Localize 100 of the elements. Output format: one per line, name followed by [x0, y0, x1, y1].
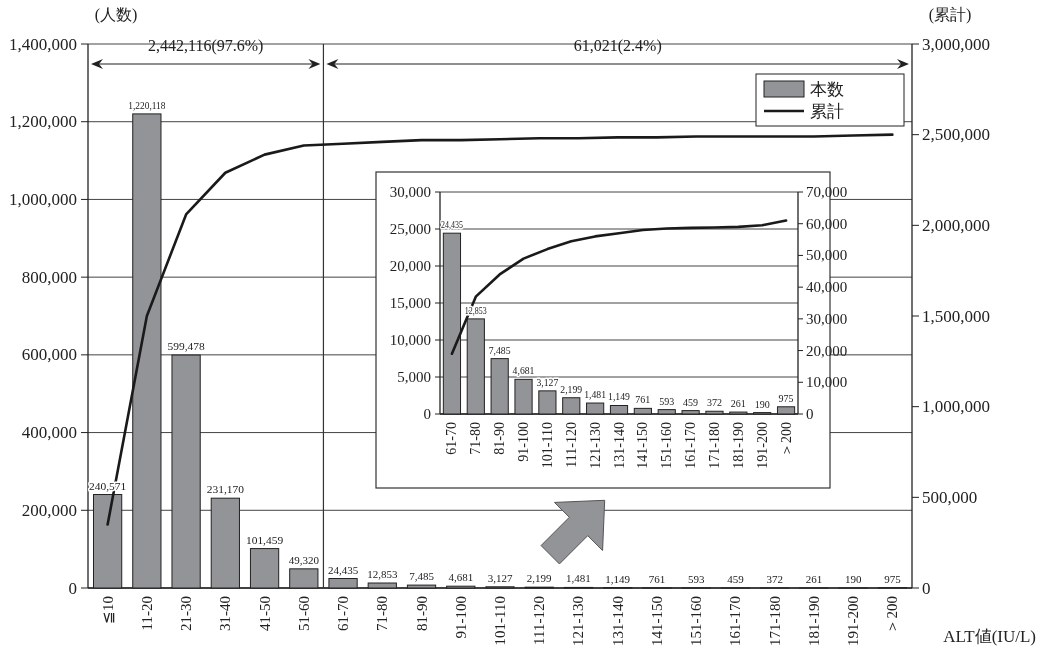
data-label: 2,199 — [526, 572, 553, 585]
x-tick-label: 51-60 — [295, 596, 312, 631]
x-tick-label: 131-140 — [609, 596, 626, 646]
y-tick-label: 600,000 — [21, 345, 77, 365]
data-label: 261 — [730, 398, 746, 410]
x-tick-label: 141-150 — [635, 422, 651, 469]
data-label: 3,127 — [487, 571, 513, 584]
y2-tick-label: 0 — [806, 406, 814, 422]
data-label: 49,320 — [288, 553, 320, 566]
data-label: 190 — [844, 572, 862, 585]
x-tick-label: 41-50 — [256, 596, 273, 631]
data-label: 101,459 — [245, 533, 284, 546]
y-tick-label: 30,000 — [389, 184, 431, 200]
x-tick-label: 151-160 — [659, 422, 675, 469]
x-tick-label: 191-200 — [845, 596, 862, 646]
y-tick-label: 400,000 — [21, 423, 77, 443]
data-label: 1,481 — [566, 572, 591, 585]
y2-tick-label: 2,000,000 — [922, 215, 990, 235]
x-tick-label: 71-80 — [468, 422, 484, 455]
data-label: 1,220,118 — [128, 98, 172, 111]
data-label: 7,485 — [488, 344, 512, 356]
y-tick-label: 0 — [423, 406, 431, 422]
x-tick-label: 31-40 — [217, 596, 234, 631]
y-tick-label: 5,000 — [397, 369, 431, 385]
x-tick-label: 91-100 — [452, 596, 469, 639]
y2-tick-label: 3,000,000 — [922, 34, 990, 54]
data-label: 975 — [778, 392, 794, 404]
x-tick-label: 111-120 — [531, 596, 548, 645]
x-tick-label: ≦10 — [99, 596, 116, 624]
x-tick-label: 141-150 — [648, 596, 665, 646]
y2-tick-label: 2,500,000 — [922, 125, 990, 145]
x-tick-label: 101-110 — [539, 422, 555, 469]
x-tick-label: 61-70 — [335, 596, 352, 631]
y2-tick-label: 20,000 — [806, 342, 848, 359]
annotation: 2,442,116(97.6%) — [148, 37, 264, 55]
data-label: 761 — [635, 394, 651, 406]
x-tick-label: 71-80 — [374, 596, 391, 631]
y2-tick-label: 50,000 — [806, 247, 848, 264]
data-label: 1,149 — [608, 391, 631, 403]
data-label: 4,681 — [512, 365, 536, 377]
y2-tick-label: 1,000,000 — [922, 397, 990, 417]
data-label: 231,170 — [206, 483, 245, 496]
y-tick-label: 0 — [68, 578, 77, 598]
data-label: 261 — [805, 572, 823, 585]
data-label: 761 — [648, 572, 666, 585]
x-tick-label: 191-200 — [754, 422, 770, 469]
data-label: 1,481 — [584, 389, 607, 401]
x-tick-label: 161-170 — [727, 596, 744, 646]
y2-tick-label: 0 — [922, 578, 931, 598]
data-label: 4,681 — [448, 571, 474, 584]
data-label: 593 — [659, 395, 675, 407]
x-tick-label: 121-130 — [587, 422, 603, 469]
y-axis-title: (人数) — [94, 6, 138, 24]
y-tick-label: 20,000 — [389, 258, 431, 274]
x-tick-label: 171-180 — [706, 422, 722, 469]
y2-tick-label: 40,000 — [806, 279, 848, 296]
y-tick-label: 1,200,000 — [9, 112, 77, 132]
data-label: 24,435 — [327, 563, 359, 576]
x-tick-label: 61-70 — [444, 422, 460, 455]
data-label: 2,199 — [560, 383, 583, 395]
y2-tick-label: 30,000 — [806, 310, 848, 327]
x-tick-label: 121-130 — [570, 596, 587, 646]
y-tick-label: 800,000 — [21, 267, 77, 287]
data-label: 3,127 — [536, 376, 559, 388]
y-tick-label: 200,000 — [21, 500, 77, 520]
y2-tick-label: 500,000 — [922, 487, 978, 507]
data-label: 975 — [884, 572, 902, 585]
y-tick-label: 15,000 — [389, 295, 431, 311]
annotation: 61,021(2.4%) — [573, 37, 662, 55]
data-label: 12,853 — [367, 568, 398, 581]
y-tick-label: 25,000 — [389, 221, 431, 237]
y2-tick-label: 10,000 — [806, 374, 848, 391]
x-tick-label: ＞200 — [778, 422, 794, 457]
x-tick-label: 91-100 — [516, 422, 532, 462]
y2-tick-label: 1,500,000 — [922, 306, 990, 326]
data-label: 372 — [706, 397, 722, 409]
x-tick-label: 171-180 — [766, 596, 783, 646]
data-label: 1,149 — [605, 572, 631, 585]
x-tick-label: 81-90 — [492, 422, 508, 455]
data-label: 599,478 — [167, 340, 206, 353]
x-tick-label: 161-170 — [683, 422, 699, 469]
y2-axis-title: (累計) — [928, 6, 972, 24]
x-tick-label: 131-140 — [611, 422, 627, 469]
y-tick-label: 1,400,000 — [9, 34, 77, 54]
data-label: 459 — [683, 396, 699, 408]
x-tick-label: 111-120 — [563, 422, 579, 468]
data-label: 24,435 — [441, 219, 469, 231]
y-tick-label: 10,000 — [389, 332, 431, 348]
x-tick-label: 101-110 — [492, 596, 508, 646]
y2-tick-label: 60,000 — [806, 215, 848, 232]
x-tick-label: ＞200 — [884, 596, 901, 634]
x-tick-label: 181-190 — [805, 596, 822, 646]
legend-label: 累計 — [810, 101, 844, 121]
data-label: 459 — [727, 572, 745, 585]
x-tick-label: 81-90 — [413, 596, 430, 631]
x-tick-label: 21-30 — [178, 596, 195, 631]
data-label: 190 — [754, 398, 770, 410]
data-label: 593 — [687, 572, 705, 585]
x-tick-label: 151-160 — [688, 596, 705, 646]
legend-label: 本数 — [810, 79, 844, 99]
